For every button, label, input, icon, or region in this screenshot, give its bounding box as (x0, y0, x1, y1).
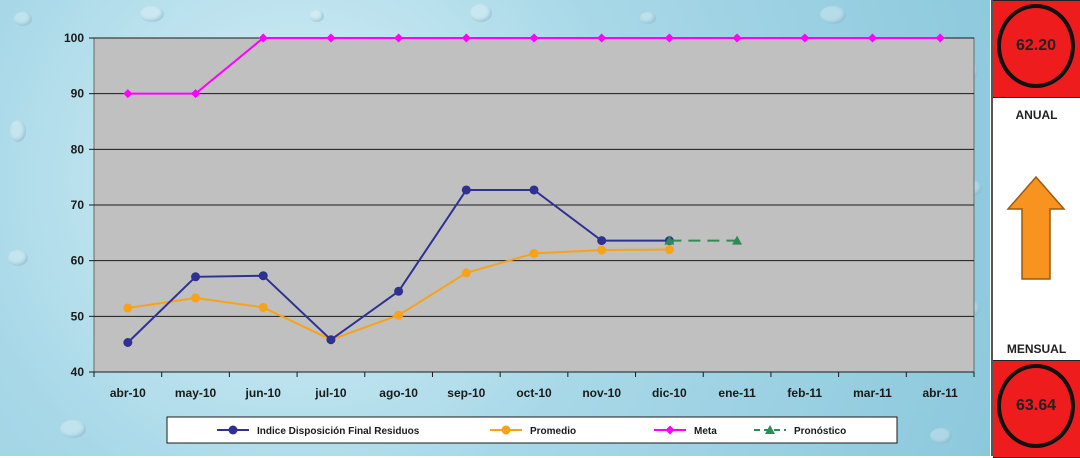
data-point (529, 185, 539, 195)
data-point (664, 33, 674, 43)
data-point (529, 33, 539, 43)
data-point (394, 286, 404, 296)
y-tick-label: 60 (71, 254, 85, 268)
kpi-panel: 62.20 ANUAL MENSUAL 63.64 (991, 0, 1080, 458)
legend-label: Promedio (530, 426, 576, 437)
x-tick-label: ago-10 (379, 386, 418, 400)
data-point (123, 303, 133, 313)
x-tick-label: dic-10 (652, 386, 687, 400)
legend-label: Indice Disposición Final Residuos (257, 426, 420, 437)
legend: Indice Disposición Final Residuos Promedi… (166, 416, 898, 444)
data-point (664, 245, 674, 255)
annual-kpi-label: ANUAL (1015, 108, 1058, 122)
line-chart: 40 50 60 70 80 90 100 abr-10 may-10 jun-10 jul-10 a… (64, 31, 975, 444)
data-point (258, 271, 268, 281)
data-point (800, 33, 810, 43)
trend-up-arrow-icon (1006, 175, 1066, 280)
annual-kpi-box: 62.20 (993, 0, 1080, 98)
x-tick-label: jun-10 (245, 386, 282, 400)
data-point (501, 425, 511, 435)
x-tick-label: feb-11 (787, 386, 822, 400)
data-point (732, 235, 743, 245)
y-tick-label: 100 (64, 31, 84, 45)
data-point (597, 245, 607, 255)
data-point (258, 33, 268, 43)
chart-panel: 40 50 60 70 80 90 100 abr-10 may-10 jun-10 jul-10 a… (0, 0, 990, 456)
y-tick-label: 70 (71, 198, 85, 212)
x-tick-label: mar-11 (853, 386, 892, 400)
y-tick-label: 40 (71, 365, 85, 379)
data-point (461, 185, 471, 195)
data-point (867, 33, 877, 43)
data-point (258, 302, 268, 312)
data-point (665, 425, 675, 435)
data-point (326, 335, 336, 345)
data-point (394, 33, 404, 43)
data-point (191, 272, 201, 282)
data-point (191, 89, 201, 99)
data-point (935, 33, 945, 43)
x-tick-label: ene-11 (718, 386, 756, 400)
annual-kpi-value: 62.20 (997, 4, 1075, 88)
data-point (765, 425, 775, 434)
x-tick-label: abr-11 (922, 386, 958, 400)
legend-label: Meta (694, 426, 717, 437)
series-pron-stico (664, 235, 743, 245)
data-point (191, 293, 201, 303)
x-tick-label: abr-10 (110, 386, 146, 400)
data-point (529, 248, 539, 258)
data-point (597, 236, 607, 246)
series-meta (123, 33, 945, 99)
data-point (123, 337, 133, 347)
data-point (394, 310, 404, 320)
y-tick-label: 90 (71, 87, 85, 101)
x-tick-label: nov-10 (582, 386, 621, 400)
monthly-kpi-label: MENSUAL (1006, 342, 1067, 356)
legend-label: Pronóstico (794, 426, 846, 437)
y-tick-label: 80 (71, 142, 85, 156)
x-tick-label: may-10 (175, 386, 217, 400)
data-point (732, 33, 742, 43)
x-tick-label: sep-10 (447, 386, 485, 400)
data-point (597, 33, 607, 43)
data-point (461, 33, 471, 43)
monthly-kpi-value: 63.64 (997, 364, 1075, 448)
data-point (326, 33, 336, 43)
monthly-kpi-box: 63.64 (993, 360, 1080, 458)
data-point (461, 268, 471, 278)
data-point (123, 89, 133, 99)
data-point (664, 235, 675, 245)
data-point (228, 425, 238, 435)
x-tick-label: oct-10 (516, 386, 552, 400)
y-tick-label: 50 (71, 309, 85, 323)
x-tick-label: jul-10 (314, 386, 347, 400)
